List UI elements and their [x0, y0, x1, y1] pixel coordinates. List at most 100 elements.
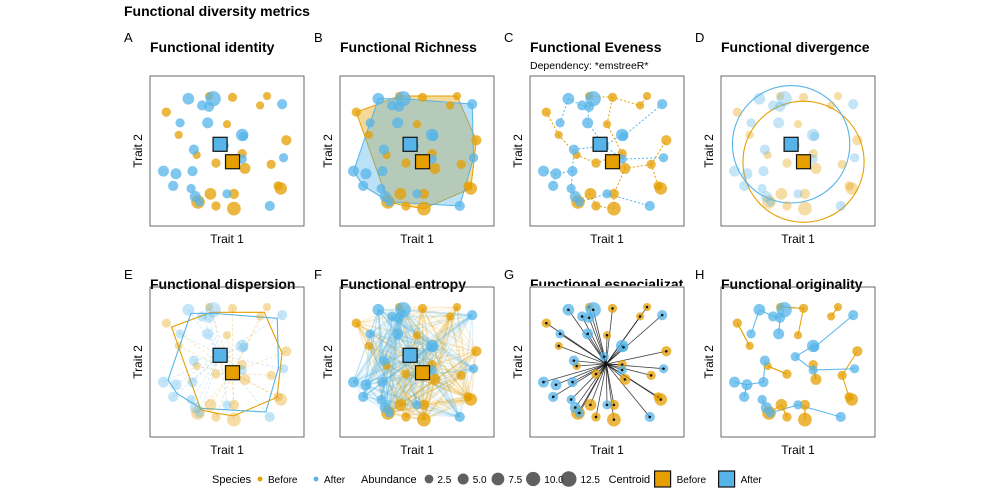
species-point-before: [262, 91, 272, 101]
species-points: [158, 91, 292, 216]
species-point-center: [569, 398, 573, 401]
species-point-center: [589, 403, 592, 407]
species-point-after: [657, 99, 668, 110]
species-point-after: [203, 312, 215, 323]
entropy-link-after: [402, 309, 434, 347]
entropy-link-after: [403, 308, 473, 317]
species-points: [158, 302, 292, 427]
dispersion-hull-before: [170, 311, 283, 417]
entropy-link-after: [432, 368, 474, 371]
species-point-after: [205, 302, 221, 318]
entropy-link-before: [449, 316, 462, 376]
entropy-link-before: [400, 374, 462, 406]
species-point-after: [793, 189, 803, 199]
entropy-link-after: [353, 317, 400, 383]
specialization-line-after: [606, 314, 663, 365]
entropy-link-before: [434, 316, 451, 380]
originality-edge-after: [813, 368, 855, 371]
species-point-after: [758, 166, 769, 177]
species-point-after: [746, 329, 756, 339]
species-point-after: [168, 180, 179, 191]
entropy-link-after: [471, 315, 475, 369]
panel-letter: F: [314, 267, 322, 282]
species-point-after: [454, 411, 465, 423]
species-points: [348, 91, 482, 216]
legend-centroid-key: [653, 470, 672, 488]
specialization-line-before: [606, 363, 652, 376]
mst-edge-before: [558, 134, 578, 156]
dispersion-spoke-before: [232, 372, 235, 420]
species-point-after: [238, 342, 249, 352]
species-point-after: [741, 379, 753, 391]
species-point-after: [238, 131, 249, 141]
legend-abundance-key: [491, 472, 505, 486]
entropy-link-after: [369, 333, 383, 383]
species-point-after: [203, 101, 215, 112]
entropy-link-after: [414, 356, 474, 370]
x-axis-label: Trait 1: [210, 232, 244, 246]
entropy-link-after: [380, 314, 473, 400]
species-point-before: [227, 303, 238, 314]
species-point-after: [197, 311, 208, 322]
panel-h: H Functional originality Trait 1 Trait 2: [695, 267, 876, 457]
entropy-link-before: [423, 316, 451, 406]
entropy-link-before: [423, 375, 462, 406]
species-point-center: [580, 315, 584, 318]
x-axis-label: Trait 1: [210, 443, 244, 457]
entropy-link-after: [391, 316, 433, 371]
entropy-link-after: [382, 381, 460, 418]
entropy-link-before: [416, 334, 462, 376]
x-axis-label: Trait 1: [781, 232, 815, 246]
species-point-after: [158, 165, 170, 177]
species-point-after: [739, 180, 750, 191]
entropy-link-before: [368, 308, 423, 347]
entropy-link-after: [365, 316, 393, 385]
entropy-link-after: [353, 333, 399, 383]
species-point-after: [376, 183, 386, 194]
entropy-link-after: [365, 345, 433, 386]
dispersion-spoke-before: [232, 306, 268, 373]
mst-edge-before: [606, 97, 614, 125]
species-point-center: [586, 332, 589, 336]
entropy-link-before: [456, 307, 469, 397]
species-point-before: [429, 162, 441, 174]
species-point-after: [729, 376, 741, 388]
mst-edge-before: [612, 96, 641, 106]
entropy-link-before: [398, 306, 425, 420]
species-point-after: [583, 101, 595, 112]
species-point-after: [768, 100, 779, 111]
legend-abundance-key: [526, 471, 541, 487]
entropy-link-after: [413, 314, 473, 358]
specialization-line-after: [573, 360, 607, 365]
species-point-after: [776, 91, 792, 107]
entropy-link-before: [386, 365, 425, 406]
entropy-link-before: [405, 398, 471, 418]
entropy-link-before: [399, 316, 451, 406]
entropy-link-before: [423, 350, 477, 421]
legend-species-key: [313, 476, 319, 482]
species-point-after: [753, 92, 766, 105]
entropy-link-before: [355, 322, 407, 375]
entropy-link-after: [363, 396, 418, 406]
entropy-link-before: [423, 379, 436, 420]
species-point-before: [646, 159, 656, 170]
species-point-after: [378, 355, 389, 366]
specialization-line-before: [595, 363, 607, 418]
species-point-after: [358, 391, 369, 402]
entropy-link-before: [405, 373, 425, 420]
dispersion-spoke-after: [190, 355, 221, 400]
species-point-after: [348, 376, 360, 388]
entropy-link-before: [405, 373, 425, 406]
species-point-after: [194, 197, 205, 207]
species-point-before: [227, 412, 241, 427]
species-point-after: [189, 402, 201, 414]
centroid-before: [604, 154, 621, 170]
dispersion-spoke-after: [219, 355, 228, 405]
species-point-after: [773, 328, 785, 340]
species-point-before: [591, 158, 601, 168]
species-point-before: [775, 398, 788, 411]
species-point-after: [372, 92, 385, 105]
species-point-center: [602, 355, 606, 358]
entropy-link-after: [383, 314, 473, 362]
